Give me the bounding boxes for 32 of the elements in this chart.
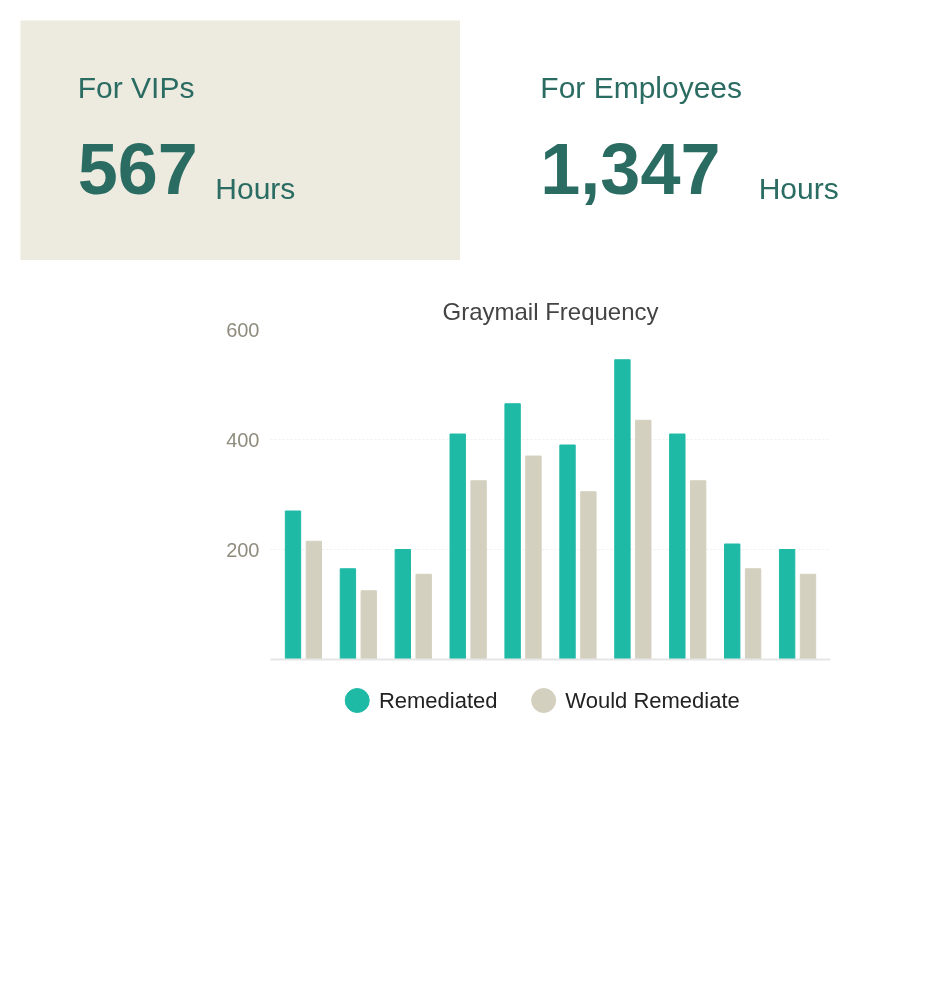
bar (339, 568, 357, 660)
text: For Employees (540, 71, 743, 105)
text: Hours (758, 172, 839, 205)
y-tick-label: 600 (226, 318, 260, 341)
bar (360, 590, 377, 660)
bar (635, 419, 652, 660)
bar (669, 433, 686, 660)
bar (724, 543, 741, 660)
bar (504, 403, 521, 660)
text: 567 (77, 129, 198, 210)
text: 1,347 (540, 129, 721, 210)
text: Hours (215, 172, 296, 205)
bar (690, 480, 707, 660)
bar (799, 573, 817, 660)
bar (559, 444, 576, 660)
bar (415, 573, 432, 660)
bar (580, 491, 597, 660)
bar (744, 568, 762, 660)
legend-label: Remediated (378, 688, 498, 713)
bar (305, 540, 323, 660)
bar (470, 480, 487, 660)
bar (394, 549, 411, 660)
text: For VIPs (77, 71, 195, 105)
bar (525, 455, 542, 660)
bar (284, 510, 302, 660)
bar (449, 433, 466, 660)
y-tick-label: 200 (226, 538, 260, 561)
chart-title: Graymail Frequency (442, 297, 659, 325)
bar (614, 359, 631, 660)
legend-label: Would Remediate (565, 688, 740, 713)
bar (778, 549, 796, 660)
y-tick-label: 400 (226, 428, 260, 451)
